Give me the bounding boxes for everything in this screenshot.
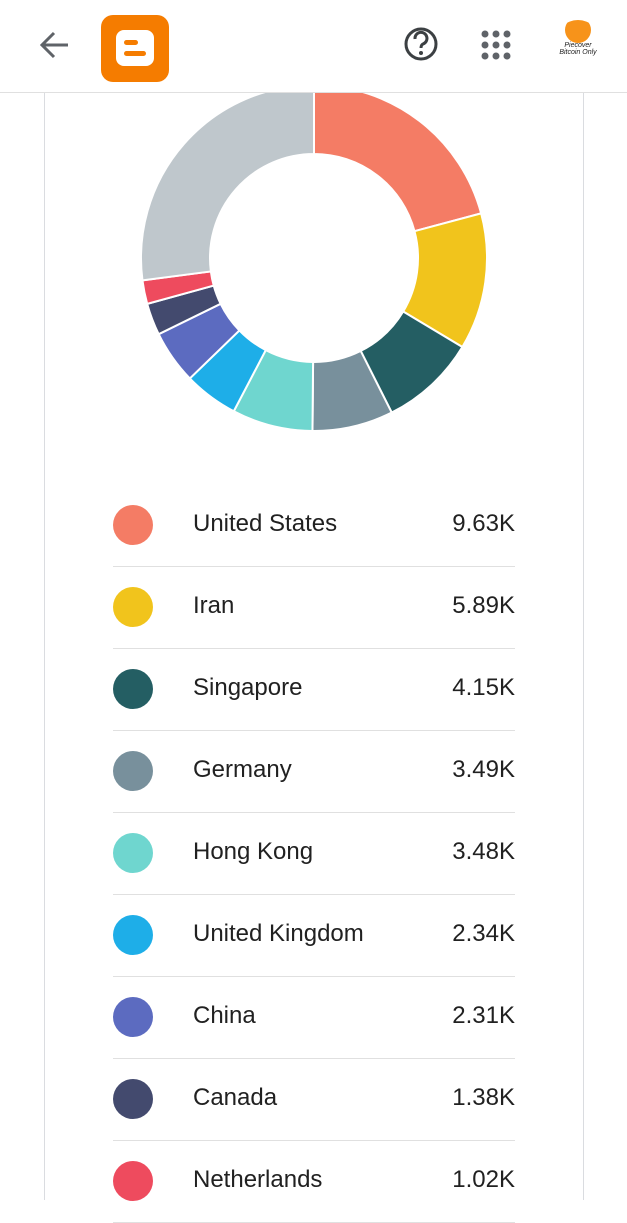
top-bar: Piecover Bitcoin Only (0, 0, 627, 93)
donut-slice (140, 83, 315, 282)
legend-swatch (113, 669, 153, 709)
avatar-text: Piecover Bitcoin Only (559, 42, 597, 56)
blogger-logo[interactable] (101, 15, 169, 82)
avatar-logo (565, 20, 591, 43)
legend-row: Canada 1.38K (113, 1058, 515, 1141)
country-name: Singapore (193, 674, 303, 701)
legend-swatch (113, 997, 153, 1037)
country-name: Hong Kong (193, 838, 314, 865)
pageview-count: 1.02K (452, 1166, 515, 1193)
legend-swatch (113, 751, 153, 791)
legend-row: United States 9.63K (113, 484, 515, 567)
help-button[interactable] (404, 27, 438, 61)
country-name: China (193, 1002, 256, 1029)
pageview-count: 3.49K (452, 756, 515, 783)
apps-button[interactable] (481, 30, 511, 60)
legend-row: Netherlands 1.02K (113, 1140, 515, 1223)
legend-row: Iran 5.89K (113, 566, 515, 649)
pageview-count: 5.89K (452, 592, 515, 619)
pageview-count: 9.63K (452, 510, 515, 537)
legend-swatch (113, 505, 153, 545)
country-name: Netherlands (193, 1166, 323, 1193)
legend-swatch (113, 587, 153, 627)
back-button[interactable] (39, 31, 68, 59)
pageview-count: 3.48K (452, 838, 515, 865)
country-name: Canada (193, 1084, 278, 1111)
legend-row: United Kingdom 2.34K (113, 894, 515, 977)
legend-row: Hong Kong 3.48K (113, 812, 515, 895)
header-icons (39, 15, 511, 82)
legend-row: China 2.31K (113, 976, 515, 1059)
country-name: United States (193, 510, 338, 537)
legend-swatch (113, 915, 153, 955)
pageview-count: 4.15K (452, 674, 515, 701)
donut-slice (313, 83, 483, 233)
country-name: Germany (193, 756, 292, 783)
legend-row: Singapore 4.15K (113, 648, 515, 731)
legend-swatch (113, 1079, 153, 1119)
country-name: Iran (193, 592, 235, 619)
pageview-count: 2.31K (452, 1002, 515, 1029)
legend-row: Germany 3.49K (113, 730, 515, 813)
country-name: United Kingdom (193, 920, 364, 947)
pageview-count: 2.34K (452, 920, 515, 947)
account-avatar[interactable]: Piecover Bitcoin Only (556, 20, 600, 64)
pageview-count: 1.38K (452, 1084, 515, 1111)
legend-swatch (113, 833, 153, 873)
legend-swatch (113, 1161, 153, 1201)
